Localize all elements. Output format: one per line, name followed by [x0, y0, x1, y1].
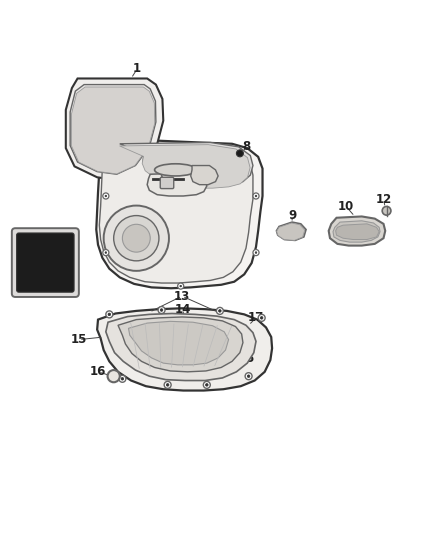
- FancyBboxPatch shape: [12, 228, 79, 297]
- Polygon shape: [70, 85, 156, 174]
- Circle shape: [253, 193, 259, 199]
- Circle shape: [106, 311, 113, 318]
- Circle shape: [216, 308, 223, 314]
- Circle shape: [247, 375, 250, 377]
- Circle shape: [219, 310, 221, 312]
- Text: 12: 12: [375, 192, 392, 206]
- Text: 11: 11: [362, 229, 378, 241]
- Text: 10: 10: [338, 200, 354, 213]
- Circle shape: [164, 382, 171, 389]
- Circle shape: [103, 193, 109, 199]
- Circle shape: [121, 377, 124, 380]
- Polygon shape: [191, 166, 218, 184]
- Circle shape: [258, 314, 265, 321]
- Polygon shape: [333, 221, 380, 242]
- Text: 5: 5: [175, 178, 183, 191]
- Polygon shape: [71, 87, 155, 174]
- Circle shape: [205, 384, 208, 386]
- Circle shape: [260, 317, 263, 319]
- Polygon shape: [128, 321, 229, 365]
- FancyBboxPatch shape: [160, 177, 174, 189]
- Polygon shape: [99, 147, 253, 283]
- Circle shape: [245, 373, 252, 379]
- Text: 9: 9: [288, 208, 296, 222]
- Circle shape: [158, 306, 165, 313]
- Text: 3: 3: [149, 150, 157, 163]
- Text: 6: 6: [192, 169, 201, 182]
- FancyBboxPatch shape: [17, 233, 74, 292]
- Text: 15: 15: [71, 333, 87, 346]
- Circle shape: [166, 384, 169, 386]
- Circle shape: [108, 370, 120, 382]
- Text: 2: 2: [20, 287, 28, 300]
- Circle shape: [255, 252, 257, 254]
- Polygon shape: [276, 222, 306, 240]
- Text: 15: 15: [239, 352, 255, 365]
- Polygon shape: [120, 142, 253, 186]
- Circle shape: [178, 283, 184, 289]
- Circle shape: [108, 313, 111, 316]
- Polygon shape: [120, 144, 250, 188]
- Circle shape: [119, 375, 126, 382]
- Polygon shape: [96, 140, 262, 288]
- Text: 14: 14: [175, 303, 191, 316]
- Polygon shape: [106, 313, 256, 381]
- Circle shape: [180, 285, 182, 287]
- Circle shape: [103, 249, 109, 256]
- Circle shape: [237, 150, 244, 157]
- Ellipse shape: [155, 164, 196, 176]
- Polygon shape: [277, 223, 305, 240]
- Polygon shape: [97, 308, 272, 391]
- Polygon shape: [336, 224, 379, 239]
- Circle shape: [203, 382, 210, 389]
- Circle shape: [104, 206, 169, 271]
- Polygon shape: [147, 173, 207, 196]
- Circle shape: [160, 309, 163, 311]
- Text: 1: 1: [133, 62, 141, 75]
- Text: 7: 7: [213, 146, 221, 159]
- Polygon shape: [118, 317, 243, 372]
- Circle shape: [122, 224, 150, 252]
- Circle shape: [114, 215, 159, 261]
- Text: 4: 4: [181, 148, 189, 161]
- Text: 17: 17: [248, 311, 264, 325]
- Circle shape: [105, 195, 107, 197]
- Circle shape: [253, 249, 259, 256]
- Polygon shape: [66, 78, 163, 180]
- Polygon shape: [328, 216, 385, 246]
- Circle shape: [382, 206, 391, 215]
- Circle shape: [255, 195, 257, 197]
- Text: 8: 8: [242, 140, 250, 154]
- Text: 16: 16: [90, 365, 106, 378]
- Circle shape: [105, 252, 107, 254]
- Text: 13: 13: [174, 289, 190, 303]
